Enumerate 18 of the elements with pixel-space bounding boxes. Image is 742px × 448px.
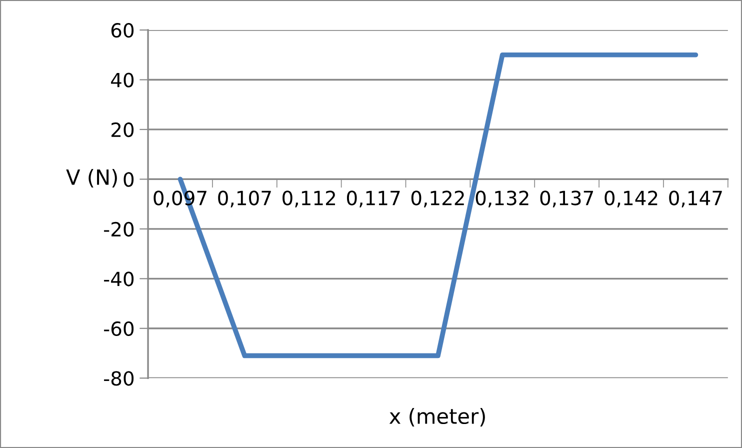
x-tick-label: 0,142 (604, 190, 658, 208)
y-tick-label: -20 (104, 222, 134, 237)
y-tick-label: 0 (124, 172, 134, 187)
y-axis-title: V (N) (66, 168, 117, 188)
y-tick-label: -60 (104, 321, 134, 336)
x-tick-label: 0,137 (540, 190, 593, 208)
x-tick-label: 0,147 (669, 190, 722, 208)
y-tick-label: -40 (104, 272, 134, 286)
x-axis-title: x (meter) (389, 408, 485, 426)
x-tick-label: 0,132 (476, 190, 528, 208)
y-tick-label: 40 (111, 72, 134, 88)
y-tick-label: 60 (111, 22, 134, 38)
x-tick-label: 0,117 (346, 190, 400, 208)
x-tick-label: 0,112 (282, 190, 335, 208)
x-tick-label: 0,107 (218, 190, 271, 208)
y-tick-label: 20 (112, 122, 134, 138)
y-tick-label: -80 (104, 371, 134, 386)
x-tick-label: 0,122 (411, 190, 464, 208)
